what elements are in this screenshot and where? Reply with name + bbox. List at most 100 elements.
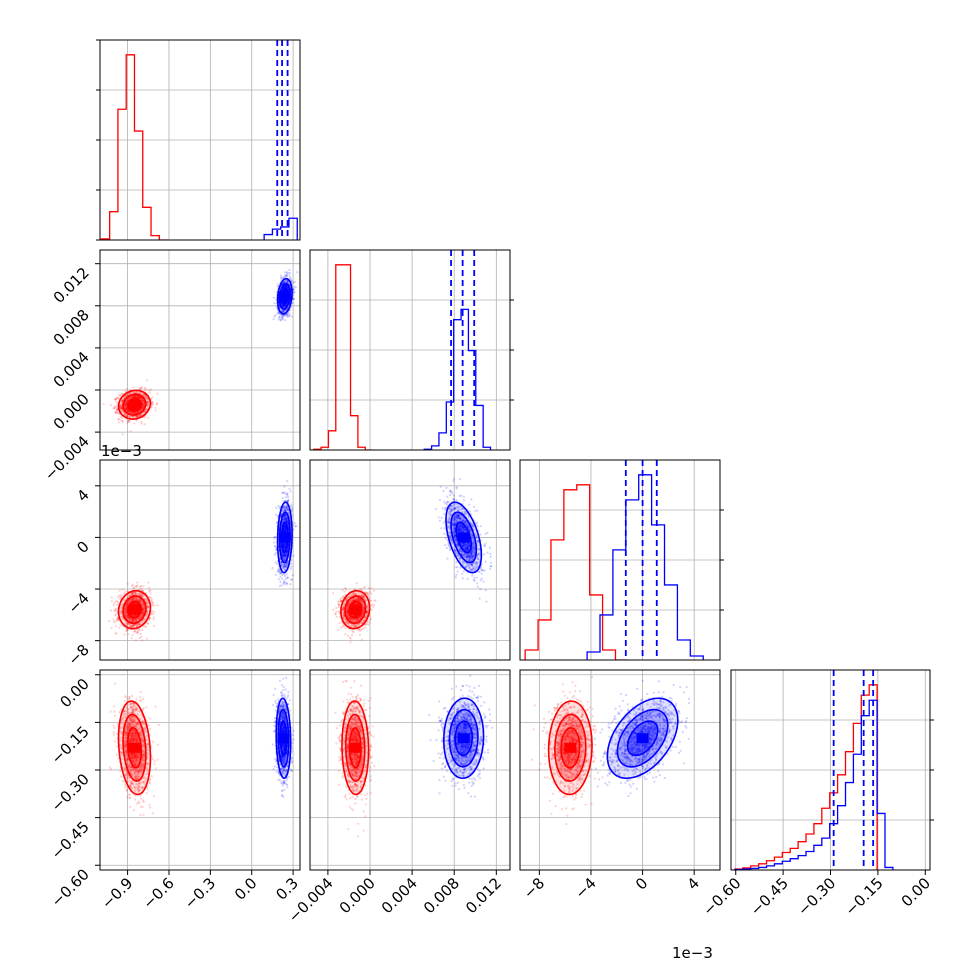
- sample-point-red: [115, 397, 118, 400]
- sample-point-red: [141, 398, 144, 401]
- sample-point-red: [125, 407, 128, 410]
- sample-point-red: [119, 394, 122, 397]
- sample-point-red: [137, 395, 140, 399]
- sample-point-blue: [289, 567, 293, 571]
- sample-point-red: [135, 411, 138, 414]
- sample-point-blue: [284, 275, 287, 278]
- sample-point-red: [114, 608, 118, 611]
- sample-point-red: [133, 412, 136, 415]
- sample-point-blue: [283, 309, 287, 312]
- sample-point-red: [141, 405, 144, 408]
- sample-point-red: [130, 411, 133, 414]
- sample-point-blue: [291, 574, 294, 577]
- sample-point-blue: [289, 490, 292, 493]
- sample-point-blue: [276, 312, 279, 315]
- sample-point-red: [110, 596, 113, 599]
- sample-point-blue: [288, 272, 292, 275]
- sample-point-red: [125, 408, 128, 411]
- sample-point-red: [147, 398, 150, 402]
- sample-point-red: [154, 409, 157, 412]
- sample-point-blue: [287, 272, 290, 275]
- sample-point-red: [132, 411, 135, 414]
- sample-point-red: [125, 401, 128, 404]
- sample-point-blue: [293, 285, 296, 288]
- sample-point-red: [114, 405, 117, 408]
- sample-point-red: [140, 386, 143, 389]
- sample-point-blue: [278, 507, 281, 510]
- sample-point-red: [125, 400, 128, 403]
- sample-point-red: [139, 387, 143, 390]
- sample-point-red: [125, 407, 128, 410]
- sample-point-red: [132, 411, 136, 414]
- sample-point-red: [138, 391, 141, 394]
- sample-point-blue: [284, 285, 287, 288]
- sample-point-red: [116, 407, 119, 411]
- panel-1-1: [309, 249, 514, 451]
- sample-point-red: [128, 415, 131, 418]
- density-peak-blue: [278, 532, 291, 543]
- sample-point-red: [130, 396, 133, 399]
- sample-point-blue: [281, 310, 284, 313]
- sample-point-red: [141, 406, 144, 409]
- sample-point-blue: [290, 508, 293, 512]
- sample-point-blue: [281, 318, 284, 321]
- sample-point-red: [124, 394, 127, 397]
- sample-point-blue: [293, 280, 296, 283]
- sample-point-blue: [282, 305, 285, 308]
- sample-point-red: [118, 589, 121, 592]
- sample-point-red: [130, 415, 133, 418]
- sample-point-red: [126, 414, 129, 418]
- sample-point-red: [141, 405, 144, 408]
- sample-point-blue: [286, 280, 289, 283]
- sample-point-red: [152, 401, 155, 404]
- sample-point-blue: [274, 535, 277, 539]
- sample-point-blue: [294, 286, 297, 289]
- sample-point-red: [156, 392, 159, 395]
- sample-point-blue: [290, 505, 293, 508]
- sample-point-red: [126, 393, 129, 396]
- sample-point-red: [143, 423, 146, 426]
- sample-point-red: [128, 411, 131, 414]
- sample-point-blue: [284, 286, 287, 289]
- sample-point-blue: [292, 298, 295, 301]
- sample-point-blue: [275, 306, 278, 309]
- sample-point-blue: [273, 553, 276, 556]
- sample-point-blue: [276, 570, 279, 573]
- sample-point-red: [126, 582, 129, 585]
- sample-point-red: [134, 415, 137, 418]
- sample-point-red: [112, 407, 115, 410]
- sample-point-red: [138, 396, 141, 399]
- sample-point-red: [134, 395, 137, 398]
- sample-point-red: [142, 399, 145, 402]
- sample-point-red: [119, 407, 123, 410]
- sample-point-blue: [285, 274, 289, 277]
- sample-point-red: [134, 394, 137, 398]
- sample-point-blue: [282, 309, 285, 312]
- sample-point-red: [141, 406, 144, 409]
- sample-point-red: [131, 411, 134, 415]
- sample-point-red: [131, 391, 134, 394]
- sample-point-blue: [277, 578, 280, 581]
- sample-point-red: [135, 396, 138, 399]
- sample-point-red: [115, 410, 118, 413]
- histogram-blue-step: [423, 308, 492, 450]
- sample-point-red: [142, 404, 145, 407]
- sample-point-red: [135, 411, 139, 414]
- sample-point-red: [114, 411, 117, 414]
- sample-point-red: [132, 395, 135, 398]
- sample-point-red: [133, 396, 136, 399]
- sample-point-blue: [289, 276, 292, 279]
- sample-point-blue: [285, 272, 288, 275]
- sample-point-red: [332, 608, 335, 611]
- sample-point-blue: [284, 286, 287, 289]
- sample-point-red: [124, 408, 127, 411]
- sample-point-red: [130, 395, 133, 399]
- sample-point-blue: [275, 506, 278, 509]
- sample-point-red: [136, 395, 139, 399]
- sample-point-blue: [279, 319, 282, 322]
- sample-point-red: [136, 415, 139, 418]
- sample-point-red: [140, 407, 143, 410]
- sample-point-red: [119, 415, 122, 418]
- sample-point-blue: [282, 281, 286, 284]
- sample-point-blue: [285, 280, 288, 283]
